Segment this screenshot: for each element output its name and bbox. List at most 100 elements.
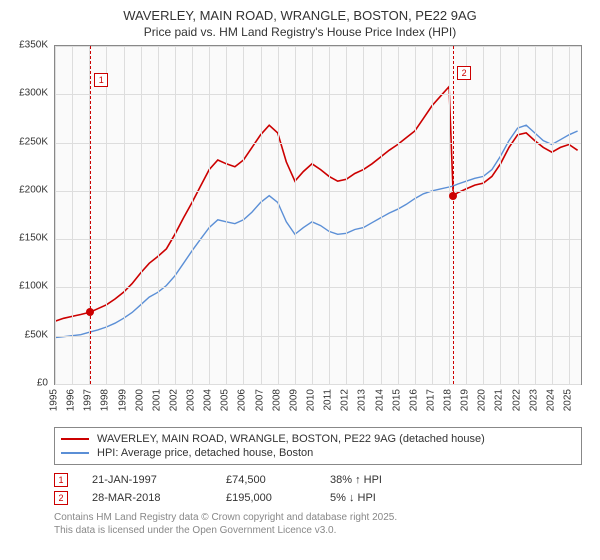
y-tick-label: £300K — [19, 88, 48, 99]
gridline-v — [158, 46, 159, 384]
events-row-1: 1 21-JAN-1997 £74,500 38% ↑ HPI — [54, 471, 582, 489]
x-tick-label: 2001 — [151, 389, 162, 411]
event-badge-plot: 2 — [457, 66, 471, 80]
y-tick-label: £50K — [25, 329, 48, 340]
gridline-v — [432, 46, 433, 384]
x-tick-label: 2008 — [271, 389, 282, 411]
legend-row-address: WAVERLEY, MAIN ROAD, WRANGLE, BOSTON, PE… — [61, 432, 575, 446]
x-tick-label: 2012 — [340, 389, 351, 411]
gridline-v — [483, 46, 484, 384]
gridline-h — [55, 46, 581, 47]
gridline-v — [175, 46, 176, 384]
gridline-h — [55, 94, 581, 95]
legend-swatch-address — [61, 438, 89, 440]
x-tick-label: 2006 — [237, 389, 248, 411]
x-tick-label: 1998 — [100, 389, 111, 411]
x-tick-label: 2018 — [443, 389, 454, 411]
gridline-v — [518, 46, 519, 384]
x-tick-label: 2011 — [323, 389, 334, 411]
gridline-h — [55, 336, 581, 337]
gridline-v — [363, 46, 364, 384]
gridline-v — [226, 46, 227, 384]
event-price-1: £74,500 — [226, 474, 306, 486]
footer-line-2: This data is licensed under the Open Gov… — [54, 524, 582, 537]
gridline-v — [535, 46, 536, 384]
y-tick-label: £0 — [37, 378, 48, 389]
event-delta-2: 5% ↓ HPI — [330, 492, 420, 504]
chart-subtitle: Price paid vs. HM Land Registry's House … — [12, 25, 588, 39]
event-line — [90, 46, 91, 384]
x-tick-label: 1996 — [66, 389, 77, 411]
x-tick-label: 2005 — [220, 389, 231, 411]
gridline-v — [72, 46, 73, 384]
legend-label-address: WAVERLEY, MAIN ROAD, WRANGLE, BOSTON, PE… — [97, 433, 485, 445]
gridline-h — [55, 239, 581, 240]
legend-row-hpi: HPI: Average price, detached house, Bost… — [61, 446, 575, 460]
legend-swatch-hpi — [61, 452, 89, 454]
footer-attribution: Contains HM Land Registry data © Crown c… — [54, 511, 582, 537]
legend-label-hpi: HPI: Average price, detached house, Bost… — [97, 447, 313, 459]
gridline-h — [55, 191, 581, 192]
gridline-v — [466, 46, 467, 384]
gridline-v — [278, 46, 279, 384]
line-series-svg — [55, 46, 581, 384]
event-badge-1: 1 — [54, 473, 68, 487]
plot-area: 12 — [54, 45, 582, 385]
x-tick-label: 2017 — [425, 389, 436, 411]
series-line-address — [55, 87, 578, 322]
event-price-2: £195,000 — [226, 492, 306, 504]
x-tick-label: 2010 — [306, 389, 317, 411]
plot-with-y-axis: £0£50K£100K£150K£200K£250K£300K£350K 12 — [12, 45, 588, 385]
gridline-v — [124, 46, 125, 384]
x-tick-label: 2022 — [511, 389, 522, 411]
event-date-1: 21-JAN-1997 — [92, 474, 202, 486]
gridline-v — [55, 46, 56, 384]
x-tick-label: 2020 — [477, 389, 488, 411]
x-tick-label: 2000 — [134, 389, 145, 411]
chart-container: WAVERLEY, MAIN ROAD, WRANGLE, BOSTON, PE… — [0, 0, 600, 560]
x-tick-label: 2023 — [528, 389, 539, 411]
y-tick-label: £250K — [19, 136, 48, 147]
gridline-v — [415, 46, 416, 384]
gridline-v — [500, 46, 501, 384]
y-axis-labels: £0£50K£100K£150K£200K£250K£300K£350K — [12, 45, 52, 385]
y-tick-label: £100K — [19, 281, 48, 292]
event-marker-dot — [449, 192, 457, 200]
gridline-v — [141, 46, 142, 384]
x-tick-label: 2013 — [357, 389, 368, 411]
gridline-v — [261, 46, 262, 384]
event-badge-plot: 1 — [94, 73, 108, 87]
x-tick-label: 1999 — [117, 389, 128, 411]
x-tick-label: 2019 — [460, 389, 471, 411]
gridline-v — [243, 46, 244, 384]
x-tick-label: 2009 — [288, 389, 299, 411]
gridline-v — [381, 46, 382, 384]
gridline-v — [346, 46, 347, 384]
gridline-h — [55, 287, 581, 288]
chart-title: WAVERLEY, MAIN ROAD, WRANGLE, BOSTON, PE… — [12, 8, 588, 23]
x-tick-label: 2024 — [545, 389, 556, 411]
gridline-v — [106, 46, 107, 384]
gridline-v — [398, 46, 399, 384]
legend: WAVERLEY, MAIN ROAD, WRANGLE, BOSTON, PE… — [54, 427, 582, 465]
x-tick-label: 2025 — [563, 389, 574, 411]
x-tick-label: 2016 — [408, 389, 419, 411]
series-line-hpi — [55, 125, 578, 337]
event-date-2: 28-MAR-2018 — [92, 492, 202, 504]
x-axis-labels: 1995199619971998199920002001200220032004… — [54, 385, 582, 421]
gridline-h — [55, 143, 581, 144]
footer-line-1: Contains HM Land Registry data © Crown c… — [54, 511, 582, 524]
events-table: 1 21-JAN-1997 £74,500 38% ↑ HPI 2 28-MAR… — [54, 471, 582, 507]
x-tick-label: 2014 — [374, 389, 385, 411]
x-tick-label: 1997 — [83, 389, 94, 411]
gridline-v — [312, 46, 313, 384]
gridline-v — [552, 46, 553, 384]
event-badge-2: 2 — [54, 491, 68, 505]
x-tick-label: 2021 — [494, 389, 505, 411]
x-tick-label: 2003 — [186, 389, 197, 411]
x-tick-label: 1995 — [49, 389, 60, 411]
x-tick-label: 2015 — [391, 389, 402, 411]
event-delta-1: 38% ↑ HPI — [330, 474, 420, 486]
x-tick-label: 2007 — [254, 389, 265, 411]
gridline-v — [329, 46, 330, 384]
